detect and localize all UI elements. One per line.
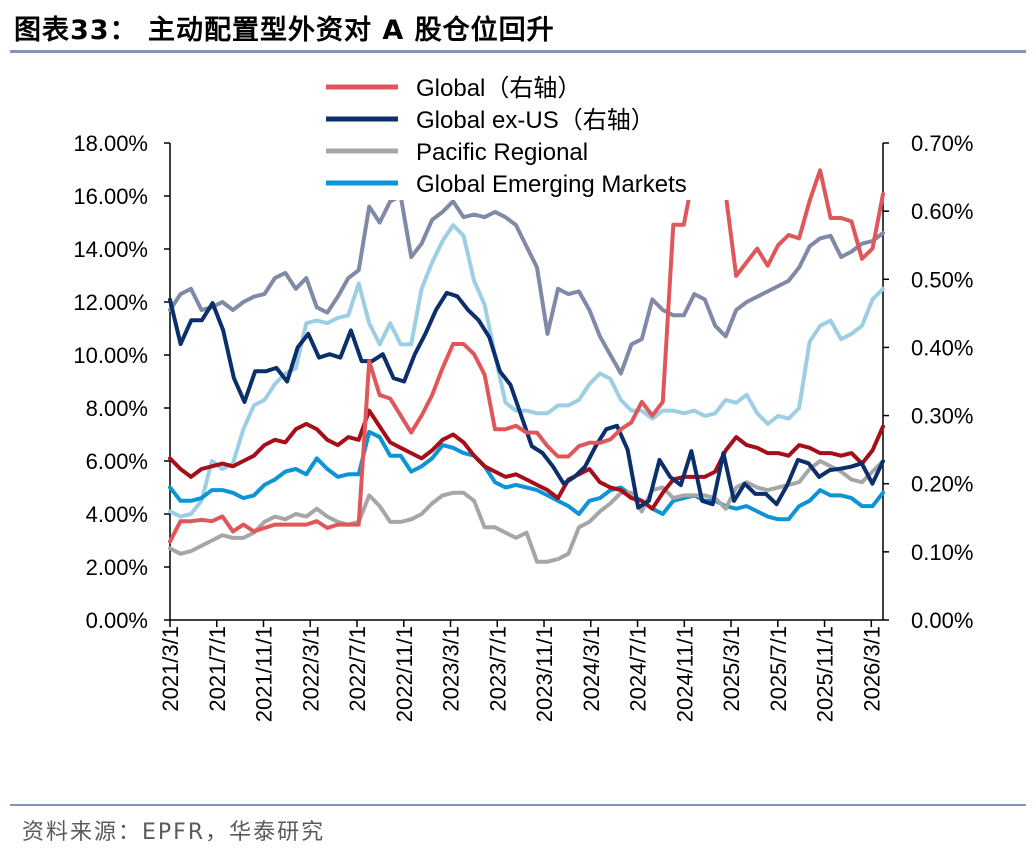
series-line-global-steel (168, 194, 885, 376)
left-axis-tick-label: 2.00% (86, 555, 148, 580)
x-axis-tick-label: 2026/3/1 (859, 626, 884, 712)
source-divider (10, 804, 1026, 806)
series-line-pacific-regional (168, 459, 885, 564)
right-axis-tick-label: 0.10% (911, 540, 973, 565)
x-axis-tick-label: 2025/3/1 (719, 626, 744, 712)
chart-legend: Global（右轴） Global ex-US（右轴） Pacific Region… (320, 70, 740, 200)
x-axis-tick-label: 2023/7/1 (485, 626, 510, 712)
x-axis-tick-label: 2022/3/1 (298, 626, 323, 712)
legend-label: Global（右轴） (416, 75, 581, 102)
right-axis-tick-label: 0.30% (911, 404, 973, 429)
x-axis-tick-label: 2024/3/1 (579, 626, 604, 712)
legend-label: Pacific Regional (416, 139, 588, 166)
right-axis-tick-label: 0.40% (911, 335, 973, 360)
line-chart: 0.00% 2.00% 4.00% 6.00% 8.00% 10.00% 12.00% 14.… (73, 70, 973, 722)
chart-axes: 0.00% 2.00% 4.00% 6.00% 8.00% 10.00% 12.00% 14.… (73, 131, 973, 722)
left-axis-tick-label: 10.00% (73, 343, 148, 368)
x-axis-tick-label: 2025/11/1 (813, 626, 838, 722)
x-axis-tick-label: 2025/7/1 (766, 626, 791, 712)
left-axis-tick-label: 8.00% (86, 396, 148, 421)
left-axis-tick-label: 12.00% (73, 290, 148, 315)
x-axis-tick-label: 2021/11/1 (252, 626, 277, 722)
legend-box (320, 70, 740, 200)
right-axis-tick-label: 0.50% (911, 267, 973, 292)
x-axis-tick-label: 2023/11/1 (532, 626, 557, 722)
x-axis-tick-label: 2023/3/1 (439, 626, 464, 712)
page-title: 图表33： 主动配置型外资对 A 股仓位回升 (14, 15, 555, 46)
series-line-global-emerging-markets (168, 429, 885, 522)
series-line-global-dark-red (168, 408, 885, 511)
series-line-global (168, 168, 885, 544)
x-axis-tick-label: 2024/7/1 (626, 626, 651, 712)
x-axis-tick-label: 2022/11/1 (392, 626, 417, 722)
left-axis-tick-label: 14.00% (73, 237, 148, 262)
legend-label: Global Emerging Markets (416, 171, 687, 198)
right-axis-tick-label: 0.20% (911, 472, 973, 497)
right-axis-tick-label: 0.00% (911, 608, 973, 633)
left-axis-tick-label: 18.00% (73, 131, 148, 156)
legend-label: Global ex-US（右轴） (416, 107, 655, 134)
right-axis-tick-label: 0.60% (911, 199, 973, 224)
title-divider (10, 50, 1026, 53)
title-bar: 图表33： 主动配置型外资对 A 股仓位回升 (0, 0, 1036, 53)
series-line-global-ex-us (168, 290, 885, 510)
chart-series-group (168, 168, 885, 564)
x-axis-tick-label: 2021/3/1 (158, 626, 183, 712)
left-axis-tick-label: 0.00% (86, 608, 148, 633)
left-axis-tick-label: 6.00% (86, 449, 148, 474)
x-axis-tick-label: 2022/7/1 (345, 626, 370, 712)
x-axis-tick-label: 2021/7/1 (205, 626, 230, 712)
source-note: 资料来源：EPFR，华泰研究 (22, 820, 326, 845)
right-axis-tick-label: 0.70% (911, 131, 973, 156)
left-axis-tick-label: 4.00% (86, 502, 148, 527)
x-axis-tick-label: 2024/11/1 (672, 626, 697, 722)
left-axis-tick-label: 16.00% (73, 184, 148, 209)
